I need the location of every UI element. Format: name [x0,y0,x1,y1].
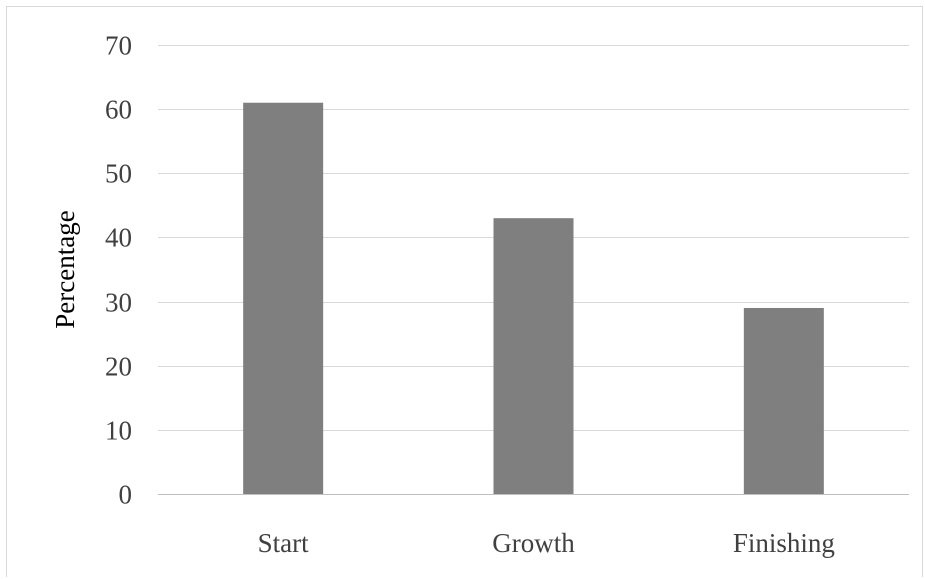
y-tick-label: 0 [119,480,133,510]
y-tick-label: 30 [105,288,132,318]
bar-growth [493,218,574,494]
y-tick-label: 50 [105,159,132,189]
y-axis-ticks: 0 10 20 30 40 50 60 70 [105,31,132,510]
x-tick-label: Finishing [733,528,835,558]
bar-finishing [743,307,824,494]
y-tick-label: 60 [105,95,132,125]
x-axis-ticks: Start Growth Finishing [258,528,835,558]
y-tick-label: 40 [105,223,132,253]
bar-start [243,102,324,494]
x-tick-label: Start [258,528,309,558]
y-tick-label: 10 [105,416,132,446]
y-tick-label: 20 [105,352,132,382]
x-tick-label: Growth [492,528,575,558]
bars [243,102,824,494]
y-tick-label: 70 [105,31,132,61]
y-axis-title: Percentage [50,210,80,328]
